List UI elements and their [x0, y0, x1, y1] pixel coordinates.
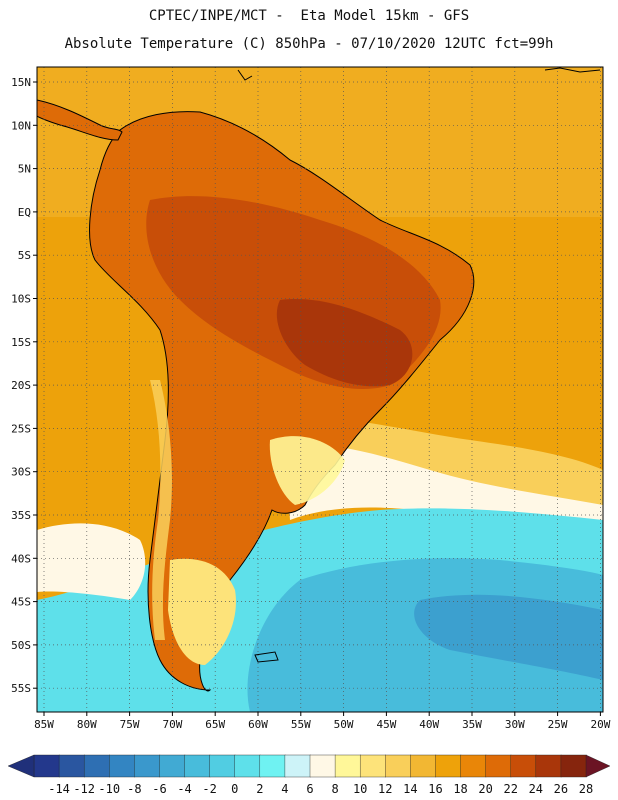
colorbar-label: 18	[453, 782, 467, 796]
colorbar-label: 12	[378, 782, 392, 796]
colorbar-label: 6	[306, 782, 313, 796]
colorbar-swatch	[335, 755, 361, 777]
colorbar-swatch	[410, 755, 436, 777]
colorbar-label: -4	[177, 782, 191, 796]
colorbar-label: 10	[353, 782, 367, 796]
colorbar-label: 28	[579, 782, 593, 796]
colorbar-label: -14	[48, 782, 70, 796]
colorbar-label: 26	[554, 782, 568, 796]
colorbar-swatch	[536, 755, 562, 777]
colorbar-label: 0	[231, 782, 238, 796]
colorbar-label: 20	[478, 782, 492, 796]
colorbar-swatch	[561, 755, 587, 777]
colorbar-swatch	[360, 755, 386, 777]
colorbar-swatch	[385, 755, 411, 777]
colorbar-label: 4	[281, 782, 288, 796]
colorbar-under-arrow	[8, 755, 34, 777]
colorbar-label: 24	[529, 782, 543, 796]
colorbar: -14 -12 -10 -8 -6 -4 -2 0 2 4 6 8 10 12 14 16 18 20 22 24 26…	[0, 0, 618, 800]
colorbar-label: -8	[127, 782, 141, 796]
colorbar-swatch	[511, 755, 537, 777]
colorbar-over-arrow	[586, 755, 610, 777]
colorbar-swatch	[109, 755, 135, 777]
colorbar-label: -10	[98, 782, 120, 796]
colorbar-swatch	[310, 755, 336, 777]
colorbar-swatch	[59, 755, 85, 777]
colorbar-swatch	[435, 755, 461, 777]
colorbar-label: 14	[403, 782, 417, 796]
colorbar-swatch	[134, 755, 160, 777]
colorbar-swatch	[159, 755, 185, 777]
colorbar-swatch	[235, 755, 261, 777]
colorbar-label: -2	[202, 782, 216, 796]
colorbar-swatch	[210, 755, 236, 777]
colorbar-swatch	[185, 755, 211, 777]
colorbar-swatch	[34, 755, 60, 777]
colorbar-label: -6	[152, 782, 166, 796]
colorbar-label: 8	[331, 782, 338, 796]
colorbar-swatch	[260, 755, 286, 777]
colorbar-swatch	[285, 755, 311, 777]
colorbar-label: 16	[428, 782, 442, 796]
colorbar-label: 22	[504, 782, 518, 796]
colorbar-label: -12	[73, 782, 95, 796]
colorbar-label: 2	[256, 782, 263, 796]
colorbar-swatch	[84, 755, 110, 777]
colorbar-swatch	[486, 755, 512, 777]
colorbar-swatch	[461, 755, 487, 777]
